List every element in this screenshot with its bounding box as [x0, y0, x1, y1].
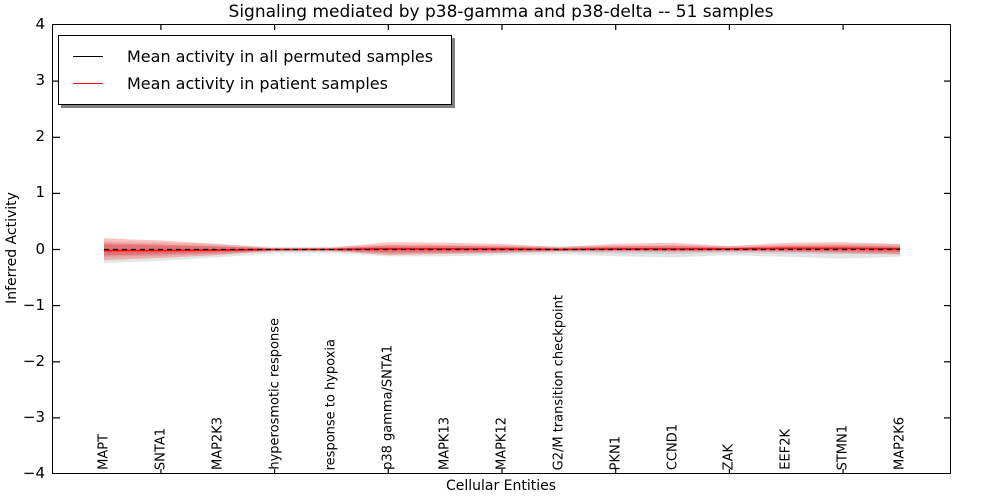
x-axis-label: Cellular Entities	[445, 478, 557, 494]
x-tick-label: p38 gamma/SNTA1	[380, 345, 396, 470]
x-tick-label: G2/M transition checkpoint	[551, 294, 567, 470]
y-tick-label: −1	[22, 295, 45, 314]
y-tick-label: 0	[35, 239, 45, 258]
y-tick-label: 3	[35, 71, 45, 90]
legend-line-sample	[73, 56, 103, 57]
x-tick-label: EEF2K	[778, 429, 794, 470]
x-tick-label: hyperosmotic response	[267, 318, 283, 470]
x-tick-label: response to hypoxia	[323, 338, 339, 470]
permuted-samples-band-inner	[104, 244, 900, 257]
x-tick-label: SNTA1	[153, 427, 169, 470]
legend-entry-label: Mean activity in patient samples	[127, 74, 388, 93]
y-tick-label: −3	[22, 407, 45, 426]
legend-entry: Mean activity in patient samples	[73, 70, 433, 97]
x-tick-label: ZAK	[721, 443, 737, 470]
x-tick-label: MAP2K6	[892, 416, 908, 470]
legend-entry: Mean activity in all permuted samples	[73, 43, 433, 70]
legend-entry-label: Mean activity in all permuted samples	[127, 47, 434, 66]
x-tick-label: PKN1	[608, 435, 624, 470]
x-tick-label: MAPK12	[494, 416, 510, 470]
x-tick-label: STMN1	[835, 424, 851, 470]
permuted-samples-band	[104, 241, 900, 263]
y-tick-label: 1	[35, 183, 45, 202]
y-tick-label: 2	[35, 127, 45, 146]
legend-line-sample	[73, 83, 103, 84]
y-tick-label: −2	[22, 351, 45, 370]
x-tick-label: MAPK13	[437, 416, 453, 470]
chart-title: Signaling mediated by p38-gamma and p38-…	[228, 2, 774, 22]
x-tick-label: MAP2K3	[210, 416, 226, 470]
x-tick-label: CCND1	[665, 423, 681, 470]
y-tick-label: 4	[35, 15, 45, 33]
y-tick-label: −4	[22, 464, 45, 482]
axis-ticks	[53, 25, 951, 474]
legend: Mean activity in all permuted samples Mea…	[58, 35, 453, 105]
x-tick-label: MAPT	[96, 434, 112, 470]
